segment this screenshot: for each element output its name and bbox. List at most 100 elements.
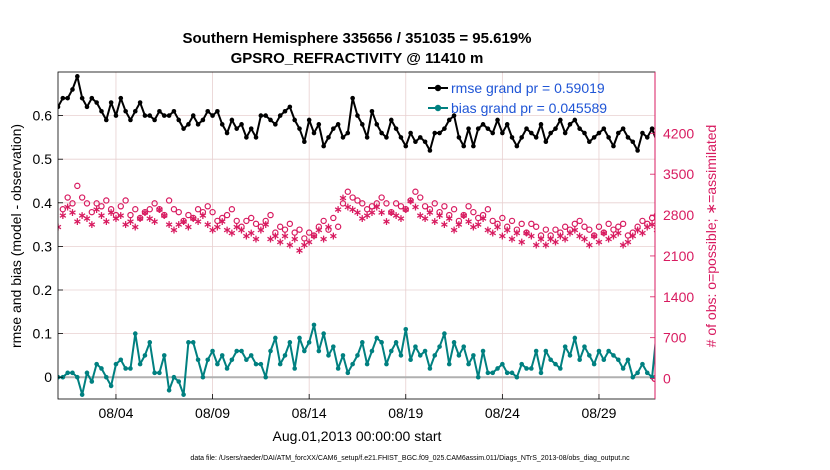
obs-assimilated-point: ∗: [358, 212, 367, 225]
bias-point: [625, 357, 631, 363]
bias-point: [775, 353, 780, 358]
obs-possible-point: [243, 217, 250, 225]
bias-point: [229, 357, 235, 363]
obs-assimilated-point: ∗: [493, 221, 502, 234]
obs-assimilated-point: ∗: [667, 230, 676, 243]
bias-point: [417, 353, 423, 358]
obs-assimilated-point: ∗: [406, 194, 415, 207]
rmse-point: [456, 135, 462, 140]
obs-possible-point: [417, 194, 424, 201]
rmse-point: [350, 95, 355, 101]
obs-possible-point: [669, 227, 674, 232]
rmse-point: [369, 108, 375, 114]
rmse-point: [466, 126, 471, 131]
rmse-point: [480, 122, 486, 127]
obs-possible-point: [629, 229, 636, 236]
obs-possible-point: [446, 211, 453, 219]
bias-point: [350, 361, 355, 367]
obs-assimilated-point: ∗: [556, 230, 565, 243]
obs-possible-point: [537, 232, 545, 239]
bias-point: [128, 366, 133, 371]
bias-point: [157, 370, 162, 376]
obs-assimilated-point: ∗: [792, 253, 801, 266]
bias-series: [58, 322, 814, 397]
bias-point: [708, 371, 713, 376]
bias-point: [244, 357, 249, 363]
obs-possible-point: [484, 206, 492, 213]
obs-possible-point: [310, 232, 318, 239]
obs-assimilated-point: ∗: [657, 227, 666, 240]
bias-point: [809, 366, 814, 371]
rmse-point: [577, 126, 582, 131]
rmse-point: [524, 126, 529, 131]
chart-title: Southern Hemisphere 335656 / 351035 = 95…: [183, 30, 532, 47]
rmse-point: [543, 139, 549, 145]
y-tick-label-right: 1400: [663, 289, 694, 305]
bias-point: [490, 370, 496, 376]
obs-assimilated-point: ∗: [63, 200, 72, 213]
obs-possible-point: [732, 218, 737, 223]
rmse-point: [500, 130, 505, 136]
rmse-point: [451, 113, 457, 118]
bias-point: [442, 331, 447, 336]
obs-possible-point: [93, 200, 100, 207]
rmse-point: [70, 87, 75, 92]
bias-point: [615, 357, 621, 363]
rmse-point: [446, 117, 452, 123]
obs-possible-point: [262, 217, 269, 225]
obs-possible-point: [180, 217, 187, 225]
obs-possible-point: [600, 229, 608, 236]
rmse-point: [137, 100, 143, 105]
rmse-point: [263, 113, 268, 118]
bias-point: [287, 340, 293, 345]
rmse-point: [722, 131, 727, 136]
obs-assimilated-point: ∗: [184, 221, 193, 234]
rmse-point: [582, 130, 587, 136]
rmse-point: [625, 135, 631, 140]
obs-possible-point: [98, 203, 105, 210]
legend: rmse grand pr = 0.59019 bias grand pr = …: [428, 80, 607, 116]
obs-assimilated-point: ∗: [783, 256, 792, 269]
obs-possible-point: [436, 208, 443, 216]
bias-point: [558, 366, 563, 371]
bias-point: [210, 348, 215, 354]
bias-point: [693, 366, 698, 371]
rmse-point: [669, 144, 674, 149]
rmse-point: [161, 113, 167, 118]
obs-possible-point: [547, 232, 554, 239]
obs-assimilated-point: ∗: [271, 230, 280, 243]
obs-assimilated-point: ∗: [382, 215, 391, 228]
bias-point: [99, 366, 104, 371]
obs-assimilated-point: ∗: [691, 230, 700, 243]
rmse-point: [732, 139, 737, 144]
bias-point: [737, 344, 742, 349]
rmse-point: [331, 126, 336, 131]
footnote: data file: /Users/raeder/DAI/ATM_forcXX/…: [190, 455, 630, 462]
obs-possible-point: [727, 215, 732, 220]
bias-point: [413, 344, 418, 349]
bias-point: [771, 344, 776, 349]
bias-point: [630, 374, 636, 380]
obs-assimilated-point: ∗: [58, 209, 67, 222]
bias-point: [311, 322, 317, 328]
obs-assimilated-point: ∗: [372, 200, 381, 213]
obs-assimilated-point: ∗: [507, 232, 516, 245]
bias-point: [393, 340, 399, 345]
bias-point: [316, 348, 322, 354]
obs-assimilated-point: ∗: [802, 247, 811, 260]
grid: [58, 72, 655, 399]
rmse-point: [200, 117, 206, 123]
rmse-point: [775, 118, 780, 123]
obs-assimilated-point: ∗: [78, 209, 87, 222]
rmse-point: [620, 126, 626, 131]
bias-point: [190, 340, 196, 345]
obs-assimilated-point: ∗: [126, 215, 135, 228]
obs-possible-point: [315, 223, 323, 230]
obs-possible-point: [819, 230, 824, 235]
obs-possible-point: [156, 206, 163, 213]
obs-possible-point: [624, 232, 632, 239]
y-tick-label-right: 3500: [663, 166, 694, 182]
obs-assimilated-point: ∗: [102, 215, 111, 228]
obs-assimilated-point: ∗: [425, 206, 434, 219]
obs-possible-point: [756, 236, 761, 241]
